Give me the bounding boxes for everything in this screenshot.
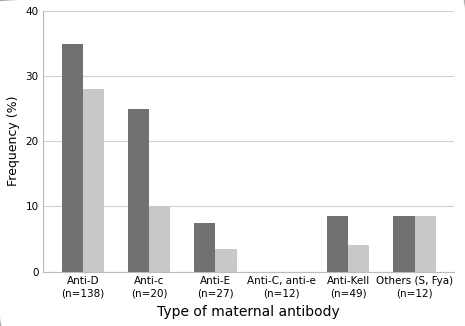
Bar	[393, 216, 414, 272]
Bar	[414, 216, 436, 272]
Bar	[348, 245, 369, 272]
Bar	[194, 223, 215, 272]
Bar	[149, 206, 170, 272]
Y-axis label: Frequency (%): Frequency (%)	[7, 96, 20, 186]
Bar	[83, 89, 104, 272]
Bar	[327, 216, 348, 272]
Bar	[215, 249, 237, 272]
Bar	[128, 109, 149, 272]
Bar	[61, 43, 83, 272]
X-axis label: Type of maternal antibody: Type of maternal antibody	[157, 305, 340, 319]
